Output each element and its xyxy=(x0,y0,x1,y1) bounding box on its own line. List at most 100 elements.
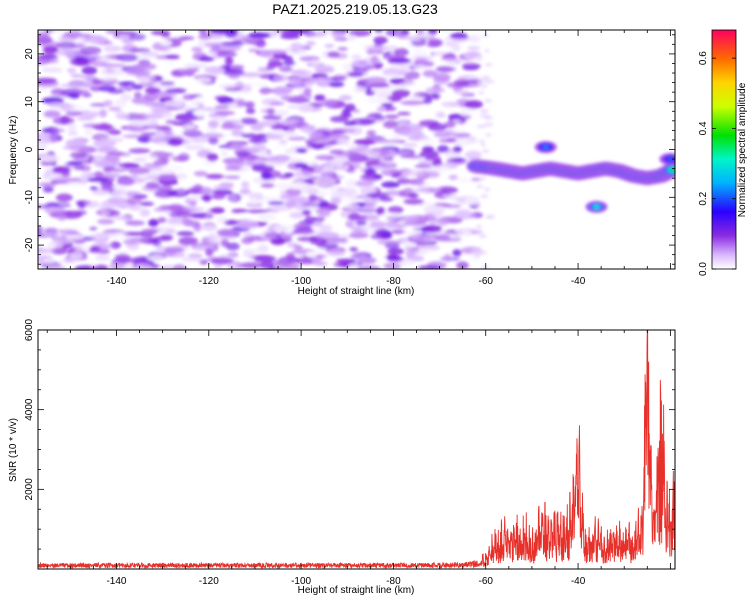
noise-blob xyxy=(456,261,469,269)
noise-blob xyxy=(136,263,152,269)
noise-blob xyxy=(43,265,67,269)
noise-blob xyxy=(89,226,98,231)
colorbar-label: Normalized spectral amplitude xyxy=(737,82,748,217)
noise-blob xyxy=(104,63,127,68)
noise-blob xyxy=(176,210,191,219)
noise-blob xyxy=(128,120,152,127)
noise-blob xyxy=(316,232,340,240)
noise-blob xyxy=(313,261,328,266)
noise-blob xyxy=(327,51,340,58)
noise-blob xyxy=(476,124,487,129)
noise-blob xyxy=(214,105,230,110)
noise-blob xyxy=(373,36,388,45)
noise-blob xyxy=(67,92,80,99)
noise-blob xyxy=(483,187,491,192)
noise-blob xyxy=(313,177,337,186)
noise-blob xyxy=(389,78,405,84)
noise-blob xyxy=(329,158,345,168)
noise-blob xyxy=(338,95,352,101)
y-tick-label: 20 xyxy=(24,48,35,60)
noise-blob xyxy=(459,109,481,118)
noise-blob xyxy=(67,67,77,74)
noise-blob xyxy=(200,224,219,232)
noise-blob xyxy=(68,33,92,38)
noise-blob xyxy=(295,85,305,92)
y-tick-label: -10 xyxy=(24,190,35,205)
noise-blob xyxy=(311,257,322,263)
noise-blob xyxy=(91,243,115,248)
noise-blob xyxy=(103,45,123,52)
noise-blob xyxy=(248,197,260,205)
noise-blob xyxy=(190,137,211,143)
noise-blob xyxy=(38,137,52,145)
noise-blob xyxy=(38,182,57,188)
noise-blob xyxy=(170,210,180,219)
noise-blob xyxy=(278,139,288,145)
noise-blob xyxy=(418,265,441,269)
noise-blob xyxy=(220,150,229,157)
noise-blob xyxy=(183,63,208,68)
noise-blob xyxy=(422,62,435,67)
noise-blob xyxy=(38,54,59,59)
y-tick-label: 2000 xyxy=(24,478,35,501)
noise-blob xyxy=(75,210,87,216)
noise-blob xyxy=(419,245,441,251)
noise-blob xyxy=(419,150,439,159)
noise-blob xyxy=(257,120,277,127)
noise-blob xyxy=(356,196,373,201)
noise-blob xyxy=(48,231,70,238)
noise-blob xyxy=(146,119,159,128)
noise-blob xyxy=(91,125,113,130)
noise-blob xyxy=(257,244,269,253)
noise-blob xyxy=(437,145,449,153)
noise-blob xyxy=(108,88,125,94)
noise-blob xyxy=(113,215,132,221)
noise-blob xyxy=(274,144,288,149)
noise-blob xyxy=(51,239,75,245)
noise-blob xyxy=(428,216,438,226)
noise-blob xyxy=(42,259,54,263)
noise-blob xyxy=(471,248,482,253)
noise-blob xyxy=(347,34,356,41)
noise-blob xyxy=(462,230,472,237)
noise-blob xyxy=(339,113,353,118)
noise-blob xyxy=(195,77,212,84)
noise-blob xyxy=(480,84,488,88)
noise-blob xyxy=(412,48,428,57)
noise-blob xyxy=(118,204,128,209)
noise-blob xyxy=(204,66,225,74)
noise-blob xyxy=(245,107,256,115)
noise-blob xyxy=(220,238,230,248)
noise-blob xyxy=(81,75,91,80)
signal-blob xyxy=(542,145,550,150)
noise-blob xyxy=(61,171,71,177)
noise-blob xyxy=(359,118,377,125)
chart-title: PAZ1.2025.219.05.13.G23 xyxy=(272,1,438,17)
y-tick-label: 0 xyxy=(24,146,35,152)
noise-blob xyxy=(224,57,234,66)
noise-blob xyxy=(453,89,470,95)
noise-blob xyxy=(266,108,276,115)
noise-blob xyxy=(400,100,424,106)
snr-x-ticks: -140 -120 -100 -80 -60 -40 xyxy=(46,330,671,587)
noise-blob xyxy=(99,109,107,118)
noise-blob xyxy=(484,48,490,53)
noise-blob xyxy=(294,202,306,210)
noise-blob xyxy=(59,115,70,124)
noise-blob xyxy=(328,186,339,194)
x-tick-label: -60 xyxy=(479,276,494,287)
noise-blob xyxy=(345,179,358,188)
noise-blob xyxy=(73,42,87,48)
noise-blob xyxy=(238,213,250,218)
noise-blob xyxy=(344,142,355,149)
noise-blob xyxy=(95,254,111,261)
noise-blob xyxy=(100,68,124,76)
noise-blob xyxy=(152,239,162,247)
colorbar-ticks: 0.0 0.2 0.4 0.6 xyxy=(698,51,736,276)
noise-blob xyxy=(224,175,241,180)
noise-blob xyxy=(305,251,318,258)
noise-blob xyxy=(38,33,50,40)
noise-blob xyxy=(351,54,362,60)
noise-blob xyxy=(164,100,184,108)
noise-blob xyxy=(65,110,83,117)
